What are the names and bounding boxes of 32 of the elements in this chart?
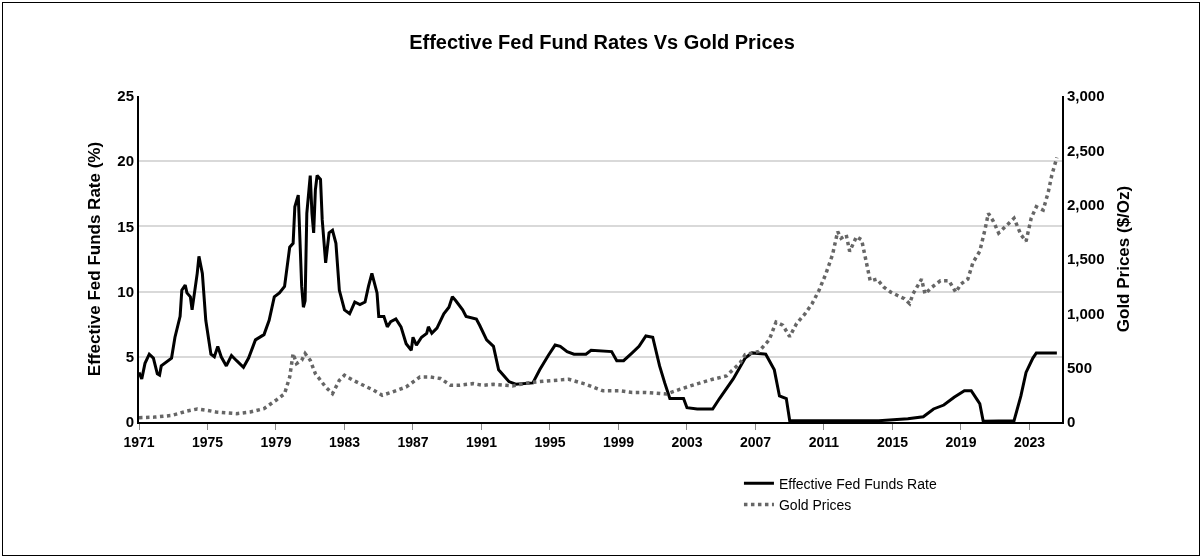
- y-tick-label: 10: [117, 282, 134, 300]
- x-tick-label: 1971: [123, 433, 155, 450]
- y2-tick-label: 2,000: [1067, 195, 1105, 213]
- x-tick-label: 2023: [1013, 433, 1046, 450]
- y2-tick-label: 1,000: [1067, 304, 1105, 322]
- x-tick-label: 1987: [397, 433, 429, 450]
- legend-label: Effective Fed Funds Rate: [778, 475, 937, 492]
- x-tick-label: 2003: [671, 433, 703, 450]
- y2-tick-label: 1,500: [1067, 250, 1105, 268]
- x-tick-label: 2007: [739, 433, 772, 450]
- x-tick-label: 1975: [191, 433, 224, 450]
- x-tick-label: 2015: [876, 433, 909, 450]
- x-tick-label: 1983: [328, 433, 361, 450]
- y-tick-label: 20: [117, 152, 134, 170]
- y-tick-label: 25: [117, 87, 134, 105]
- y-tick-label: 0: [125, 413, 134, 431]
- y-tick-label: 15: [117, 217, 134, 235]
- y-axis-title: Effective Fed Funds Rate (%): [85, 141, 105, 377]
- x-tick-label: 1991: [465, 433, 498, 450]
- legend-label: Gold Prices: [778, 496, 852, 513]
- x-tick-label: 1999: [602, 433, 635, 450]
- y2-tick-label: 3,000: [1067, 87, 1105, 105]
- x-tick-label: 2011: [808, 433, 840, 450]
- chart-title: Effective Fed Fund Rates Vs Gold Prices: [409, 31, 795, 53]
- x-tick-label: 2019: [945, 433, 977, 450]
- x-tick-label: 1995: [534, 433, 566, 450]
- y2-tick-label: 0: [1067, 413, 1076, 431]
- y-tick-label: 5: [125, 348, 134, 366]
- y2-tick-label: 500: [1067, 358, 1093, 376]
- y2-tick-label: 2,500: [1067, 141, 1105, 159]
- x-tick-label: 1979: [260, 433, 292, 450]
- y2-axis-title: Gold Prices ($/Oz): [1114, 185, 1134, 333]
